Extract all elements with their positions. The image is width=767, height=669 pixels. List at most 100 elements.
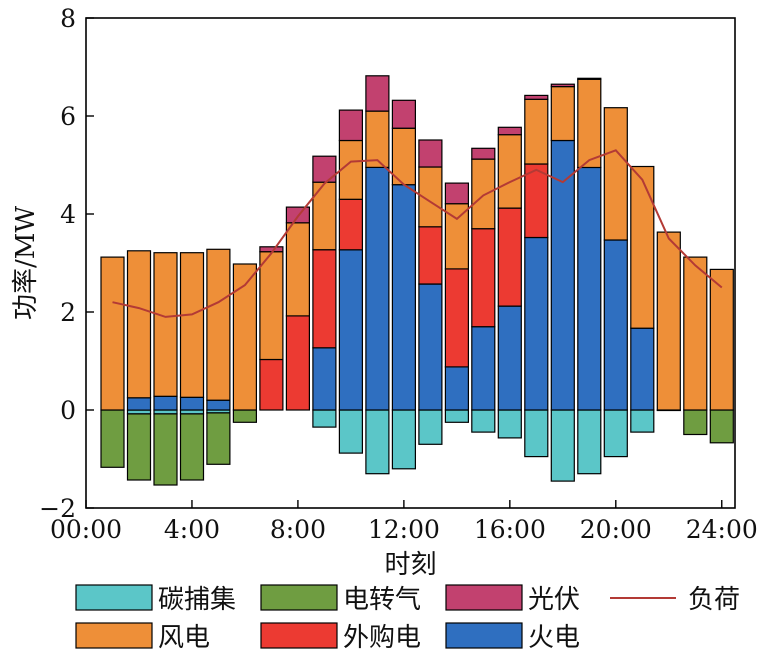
bar-segment-6-t17 [524,94,549,100]
bar-segment-1-t15 [471,409,496,433]
bar-segment-3-t9 [312,347,337,411]
bar-segment-5-t8 [285,222,310,317]
bar-segment-4-t10 [338,198,363,251]
bar-segment-6-t7 [259,246,284,253]
legend-label: 风电 [158,623,210,653]
bar-segment-2-t24 [709,409,734,444]
bar-segment-6-t10 [338,109,363,142]
bar-segment-1-t17 [524,409,549,458]
legend-label: 碳捕集 [158,585,236,615]
bar-segment-4-t7 [259,358,284,411]
bar-segment-2-t3 [153,413,178,486]
bar-segment-6-t13 [418,139,443,168]
bar-segment-1-t18 [550,409,575,482]
bar-segment-1-t9 [312,409,337,428]
x-axis-title: 时刻 [384,550,436,580]
bar-segment-5-t1 [100,256,125,411]
bar-segment-4-t15 [471,228,496,328]
bar-segment-3-t14 [444,366,469,411]
bar-segment-5-t11 [365,110,390,168]
bar-segment-3-t19 [577,166,602,411]
load-line [112,149,723,318]
x-tick-label: 16:00 [474,515,546,544]
bar-segment-6-t12 [391,99,416,129]
bar-segment-2-t4 [179,413,205,481]
bar-segment-5-t5 [206,248,231,401]
bar-segment-1-t13 [418,409,443,445]
bar-segment-5-t2 [126,250,152,399]
bar-segment-3-t11 [365,166,390,411]
x-tick-label: 8:00 [270,515,326,544]
bars-group [100,75,734,486]
bar-segment-1-t10 [338,409,363,454]
bar-segment-6-t15 [471,147,496,160]
bar-segment-1-t14 [444,409,469,423]
bar-segment-3-t5 [206,399,231,411]
bar-segment-3-t16 [497,305,522,411]
bar-segment-1-t16 [497,409,522,439]
bar-segment-3-t15 [471,326,496,411]
y-tick-label: −2 [39,494,76,523]
bar-segment-6-t11 [365,75,390,112]
legend-label: 外购电 [343,623,421,653]
bar-segment-6-t14 [444,182,469,205]
bar-segment-4-t9 [312,249,337,349]
bar-segment-5-t21 [630,165,655,329]
legend-swatch [75,622,153,649]
legend-swatch [445,622,523,649]
x-axis: 00:00 4:00 8:00 12:00 16:00 20:00 24:00 [50,500,758,544]
x-tick-label: 12:00 [368,515,440,544]
bar-segment-4-t17 [524,163,549,239]
legend-swatch [445,584,523,611]
bar-segment-1-t19 [577,409,602,475]
bar-segment-3-t13 [418,283,443,411]
x-tick-label: 4:00 [164,515,220,544]
bar-segment-5-t16 [497,134,522,209]
y-tick-label: 4 [60,200,76,229]
x-tick-label: 20:00 [580,515,652,544]
bar-segment-6-t9 [312,155,337,183]
bar-segment-1-t12 [391,409,416,470]
legend-swatch [260,622,338,649]
legend-swatch [75,584,153,611]
bar-segment-5-t10 [338,139,363,200]
bar-segment-6-t18 [550,83,575,88]
bar-segment-6-t16 [497,126,522,136]
bar-segment-1-t20 [603,409,628,458]
x-tick-label: 00:00 [50,515,122,544]
bar-segment-5-t4 [179,252,205,398]
bar-segment-4-t14 [444,268,469,368]
bar-segment-3-t3 [153,395,178,411]
legend-swatch [260,584,338,611]
bar-segment-2-t1 [100,409,125,468]
bar-segment-5-t7 [259,251,284,361]
bar-segment-1-t11 [365,409,390,475]
y-tick-label: 8 [60,4,76,33]
bar-segment-6-t19 [577,77,602,80]
bar-segment-2-t23 [683,409,708,436]
bar-segment-3-t4 [179,396,205,411]
bar-segment-5-t15 [471,158,496,230]
bar-segment-3-t21 [630,327,655,411]
y-tick-label: 6 [60,102,76,131]
bar-segment-5-t24 [709,268,734,411]
bar-segment-2-t6 [232,409,257,423]
bar-segment-3-t10 [338,249,363,411]
y-axis: −2 0 2 4 6 8 [39,4,94,523]
bar-segment-2-t5 [206,412,231,465]
x-tick-label: 24:00 [686,515,758,544]
plot-frame [85,17,736,509]
y-tick-label: 2 [60,298,76,327]
bar-segment-5-t3 [153,252,178,397]
bar-segment-3-t2 [126,397,152,411]
legend-label: 光伏 [528,585,580,615]
bar-segment-3-t12 [391,184,416,411]
bar-segment-5-t23 [683,256,708,411]
bar-segment-2-t2 [126,413,152,481]
bar-segment-5-t22 [656,231,681,411]
bar-segment-5-t20 [603,107,628,241]
bar-segment-1-t21 [630,409,655,433]
load-line-group [112,149,723,318]
